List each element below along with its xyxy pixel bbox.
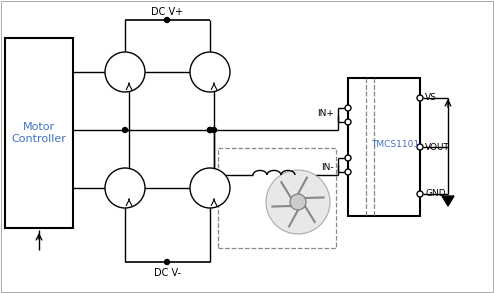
Text: IN+: IN+ [317, 108, 334, 117]
Text: DC V-: DC V- [154, 268, 180, 278]
Circle shape [417, 95, 423, 101]
Circle shape [345, 119, 351, 125]
Circle shape [417, 144, 423, 150]
Circle shape [345, 155, 351, 161]
Text: Motor
Controller: Motor Controller [11, 122, 66, 144]
Circle shape [266, 170, 330, 234]
Circle shape [345, 105, 351, 111]
Polygon shape [442, 196, 454, 206]
Text: IN-: IN- [322, 163, 334, 171]
Circle shape [190, 168, 230, 208]
Bar [218, 148, 336, 248]
Text: VS: VS [425, 93, 437, 103]
Circle shape [105, 168, 145, 208]
Circle shape [207, 127, 212, 132]
Circle shape [123, 127, 127, 132]
Circle shape [345, 169, 351, 175]
Text: GND: GND [425, 190, 446, 198]
Circle shape [165, 18, 169, 23]
Text: TMCS1101: TMCS1101 [370, 140, 419, 149]
Bar [348, 78, 420, 216]
Circle shape [190, 52, 230, 92]
Text: VOUT: VOUT [425, 142, 450, 151]
Circle shape [105, 52, 145, 92]
Bar [5, 38, 73, 228]
Circle shape [290, 194, 306, 210]
Circle shape [207, 127, 212, 132]
Circle shape [165, 260, 169, 265]
Text: DC V+: DC V+ [151, 7, 183, 17]
Circle shape [417, 191, 423, 197]
Circle shape [211, 127, 216, 132]
